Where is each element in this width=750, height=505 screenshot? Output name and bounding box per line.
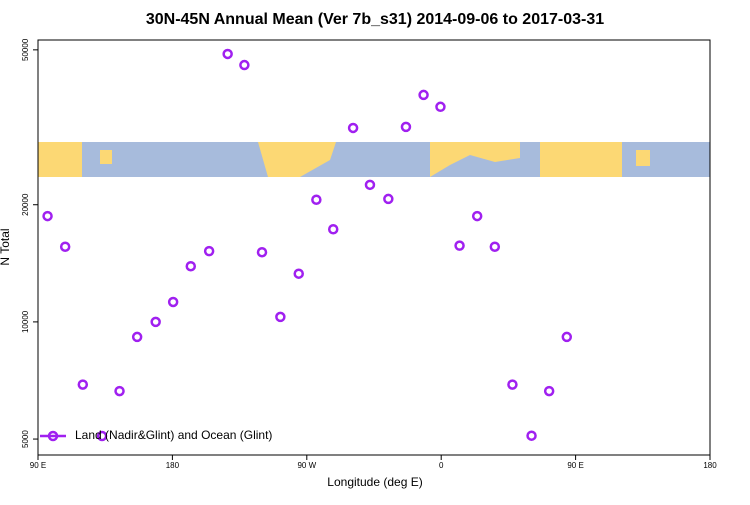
legend-label: Land (Nadir&Glint) and Ocean (Glint) [75,428,272,442]
y-tick-label: 20000 [21,193,30,216]
point [275,311,286,323]
land [540,142,622,177]
x-tick-label: 90 E [30,461,46,470]
point [239,59,250,71]
point [347,122,359,134]
x-tick-label: 90 W [297,461,316,470]
y-axis-label: N Total [0,228,12,265]
point [203,245,215,257]
point [96,430,108,442]
point [489,241,501,252]
point [507,379,518,390]
point [256,246,268,258]
land [100,150,112,164]
point [435,101,446,113]
point [114,385,125,397]
y-tick-label: 50000 [21,38,30,61]
x-tick-label: 0 [439,461,444,470]
point [327,223,339,235]
land [636,150,650,166]
point [222,48,233,60]
point [293,268,304,279]
y-tick-label: 10000 [21,310,30,333]
x-tick-label: 90 E [567,461,583,470]
point [526,430,537,441]
point [364,179,376,191]
point [167,296,179,308]
legend-marker [47,430,59,442]
x-tick-label: 180 [166,461,180,470]
land [38,142,82,177]
point [383,193,394,205]
point [59,241,71,252]
point [454,240,465,251]
point [131,331,143,343]
land [258,142,336,177]
x-tick-label: 180 [703,461,717,470]
point [42,210,53,222]
point [150,316,161,328]
chart-title: 30N-45N Annual Mean (Ver 7b_s31) 2014-09… [146,11,604,28]
point [185,260,197,272]
point [561,331,573,343]
point [543,385,555,397]
point [77,379,89,390]
y-tick-label: 5000 [21,430,30,448]
point [471,210,483,222]
map-strip [38,142,710,177]
x-axis-label: Longitude (deg E) [327,475,422,489]
point [311,194,322,205]
point [418,89,429,101]
plot-frame [37,39,711,456]
point [400,121,412,133]
land [430,142,520,177]
